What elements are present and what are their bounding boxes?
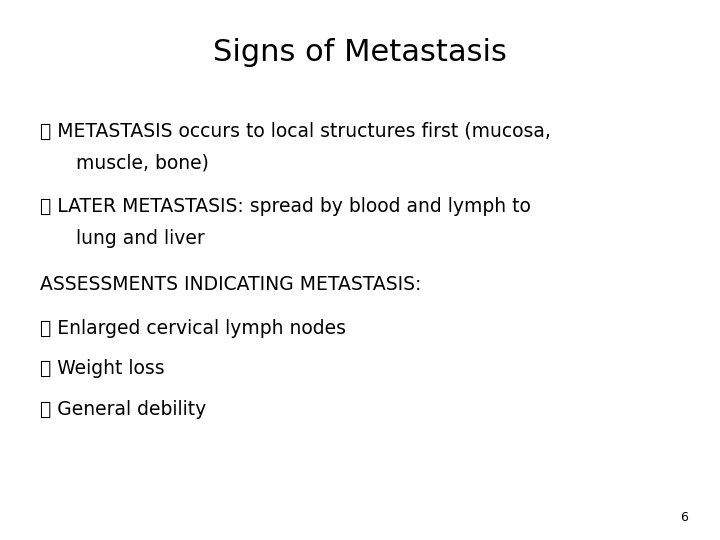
Text: Signs of Metastasis: Signs of Metastasis: [213, 38, 507, 67]
Text: ॐ Weight loss: ॐ Weight loss: [40, 359, 164, 378]
Text: muscle, bone): muscle, bone): [76, 154, 209, 173]
Text: 6: 6: [680, 511, 688, 524]
Text: ॐ LATER METASTASIS: spread by blood and lymph to: ॐ LATER METASTASIS: spread by blood and …: [40, 197, 531, 216]
Text: ॐ General debility: ॐ General debility: [40, 400, 206, 419]
Text: ॐ Enlarged cervical lymph nodes: ॐ Enlarged cervical lymph nodes: [40, 319, 346, 338]
Text: lung and liver: lung and liver: [76, 230, 204, 248]
Text: ॐ METASTASIS occurs to local structures first (mucosa,: ॐ METASTASIS occurs to local structures …: [40, 122, 551, 140]
Text: ASSESSMENTS INDICATING METASTASIS:: ASSESSMENTS INDICATING METASTASIS:: [40, 275, 421, 294]
